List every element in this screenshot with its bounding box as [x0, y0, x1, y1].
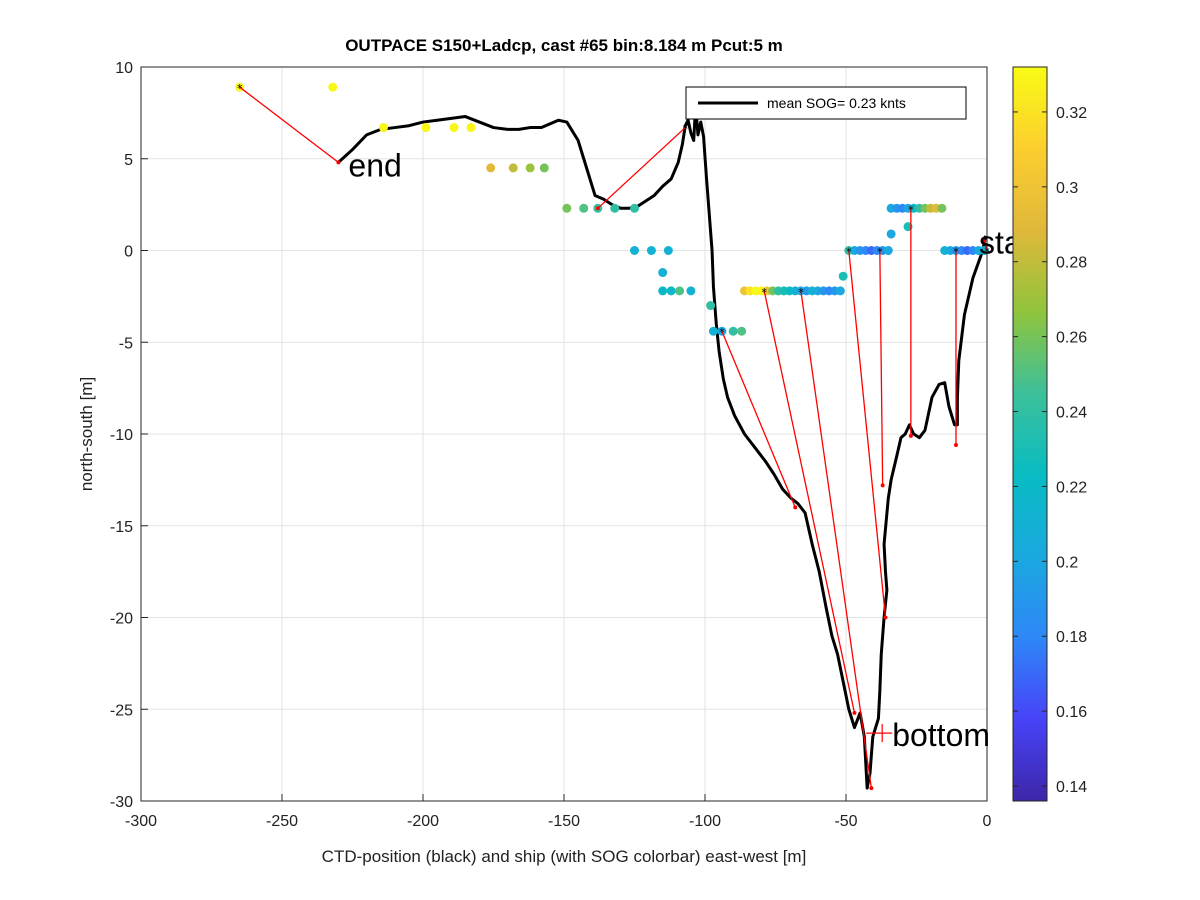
y-axis-label: north-south [m]	[77, 377, 96, 491]
ship-point	[539, 163, 549, 173]
x-tick-label: -100	[689, 813, 721, 830]
ship-ctd-link	[800, 290, 873, 789]
ship-star-marker: *	[846, 246, 852, 259]
ctd-marker	[880, 483, 885, 488]
ship-ctd-link	[763, 290, 856, 714]
y-tick-label: 10	[115, 60, 133, 77]
ship-point	[686, 286, 696, 296]
colorbar-tick-label: 0.2	[1056, 554, 1078, 571]
ship-point	[579, 203, 589, 213]
y-tick-label: -20	[110, 611, 133, 628]
ship-ctd-link	[239, 86, 339, 163]
ship-point	[883, 246, 893, 255]
ship-ctd-link	[597, 127, 686, 209]
colorbar-tick-label: 0.24	[1056, 405, 1087, 422]
ship-point	[886, 229, 896, 239]
ctd-marker	[908, 433, 913, 438]
ship-point	[486, 163, 496, 173]
ship-point	[562, 203, 572, 213]
ship-ctd-link	[721, 330, 796, 508]
colorbar-tick-label: 0.32	[1056, 105, 1087, 122]
y-tick-label: 0	[124, 244, 133, 261]
y-tick-label: 5	[124, 152, 133, 169]
ship-ctd-link	[879, 250, 884, 486]
ship-point	[708, 326, 718, 336]
colorbar-tick-label: 0.16	[1056, 704, 1087, 721]
colorbar	[1012, 66, 1048, 802]
ctd-marker	[595, 206, 600, 211]
ship-track	[235, 82, 989, 336]
ship-point	[525, 163, 535, 173]
legend-entry: mean SOG= 0.23 knts	[767, 95, 906, 111]
ship-point	[630, 246, 639, 255]
ctd-marker	[869, 786, 874, 791]
ship-star-marker: *	[237, 82, 243, 95]
y-ticks: 10 5 0 -5 -10 -15 -20 -25 -30	[110, 60, 148, 811]
annotation-bottom: bottom	[892, 717, 990, 753]
x-axis-label: CTD-position (black) and ship (with SOG …	[322, 847, 807, 866]
x-tick-label: -150	[548, 813, 580, 830]
ctd-marker	[982, 239, 987, 244]
colorbar-ticks: 0.32 0.3 0.28 0.26 0.24 0.22 0.2 0.18 0.16 0.14	[1013, 105, 1087, 796]
chart-title: OUTPACE S150+Ladcp, cast #65 bin:8.184 m…	[345, 36, 783, 55]
ship-star-marker: *	[908, 203, 914, 216]
ctd-position-line	[337, 113, 988, 790]
ctd-track	[337, 113, 988, 790]
colorbar-tick-label: 0.18	[1056, 629, 1087, 646]
ship-point	[379, 123, 389, 133]
ship-ctd-link	[848, 250, 887, 618]
ship-point	[658, 286, 668, 296]
ship-point	[610, 203, 620, 213]
ship-point	[658, 268, 668, 278]
ship-point	[663, 246, 673, 255]
ship-point	[937, 203, 947, 213]
annotation-end: end	[348, 147, 401, 183]
y-tick-label: -15	[110, 519, 133, 536]
x-tick-label: -200	[407, 813, 439, 830]
ctd-marker	[953, 443, 958, 448]
ship-point	[728, 326, 738, 336]
colorbar-tick-label: 0.14	[1056, 779, 1087, 796]
ship-star-marker: *	[953, 246, 959, 259]
y-tick-label: -30	[110, 794, 133, 811]
ship-point	[328, 82, 338, 92]
ship-point	[666, 286, 676, 296]
ctd-marker	[852, 710, 857, 715]
colorbar-tick-label: 0.26	[1056, 330, 1087, 347]
ctd-marker	[883, 615, 888, 620]
x-tick-label: -250	[266, 813, 298, 830]
x-ticks: -300 -250 -200 -150 -100 -50 0	[125, 794, 992, 830]
y-tick-label: -10	[110, 427, 133, 444]
ship-point	[706, 301, 716, 311]
ship-star-marker: *	[798, 286, 804, 299]
ctd-marker	[793, 505, 798, 510]
ship-point	[646, 246, 656, 255]
ship-point	[449, 123, 459, 133]
ship-point	[838, 271, 848, 281]
colorbar-tick-label: 0.3	[1056, 180, 1078, 197]
x-tick-label: 0	[983, 813, 992, 830]
ctd-marker	[336, 160, 341, 165]
x-tick-label: -50	[834, 813, 857, 830]
y-tick-label: -25	[110, 702, 133, 719]
colorbar-tick-label: 0.28	[1056, 255, 1087, 272]
ship-star-marker: *	[683, 123, 689, 136]
ship-star-marker: *	[761, 286, 767, 299]
ship-point	[508, 163, 518, 173]
ship-star-marker: *	[719, 326, 725, 339]
ship-point	[421, 123, 431, 133]
ship-point	[835, 286, 845, 296]
x-tick-label: -300	[125, 813, 157, 830]
ship-star-marker: *	[877, 246, 883, 259]
colorbar-tick-label: 0.22	[1056, 479, 1087, 496]
y-tick-label: -5	[119, 335, 133, 352]
ship-point	[466, 123, 476, 133]
ship-point	[630, 203, 639, 213]
ship-point	[737, 326, 747, 336]
legend: mean SOG= 0.23 knts	[685, 86, 967, 120]
ship-point	[675, 286, 685, 296]
